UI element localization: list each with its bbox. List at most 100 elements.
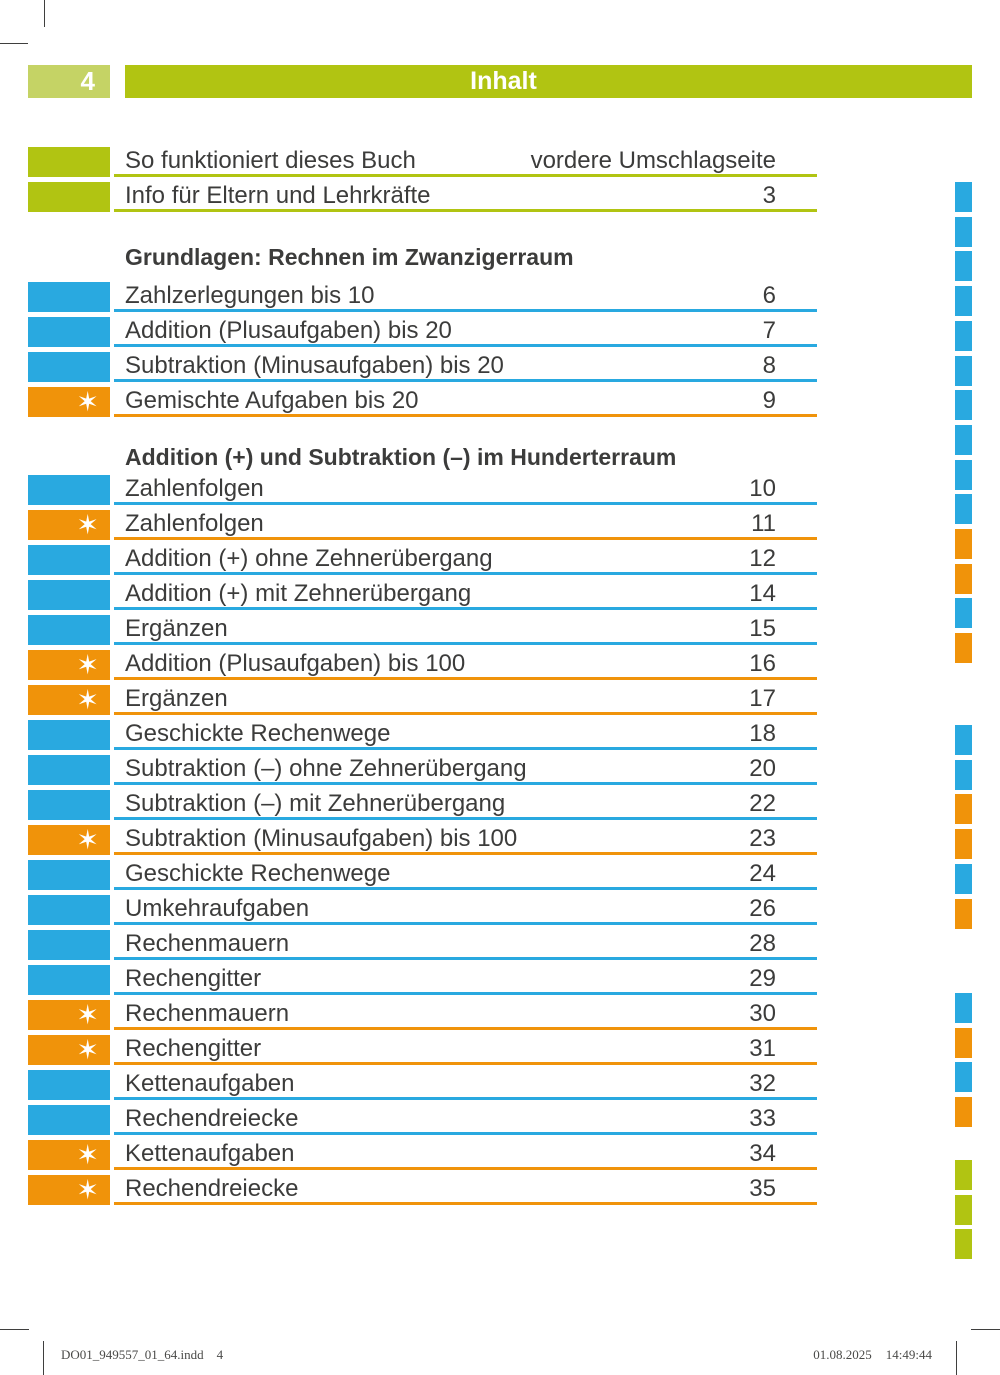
row-marker: [28, 755, 110, 785]
page-title: Inhalt: [470, 67, 537, 95]
toc-row: ✶ Rechengitter 31: [28, 1035, 817, 1070]
toc-entry-label: Subtraktion (Minusaufgaben) bis 100: [125, 824, 518, 852]
edge-tab-orange: [955, 829, 972, 859]
toc-entry-page: 17: [749, 684, 776, 712]
edge-tab-blue: [955, 760, 972, 790]
toc-row: Rechengitter 29: [28, 965, 817, 1000]
toc-entry-page: 23: [749, 824, 776, 852]
toc-entry: Ergänzen 17: [114, 685, 817, 715]
toc-row: ✶ Ergänzen 17: [28, 685, 817, 720]
row-marker: [28, 1070, 110, 1100]
edge-tab-green: [955, 1229, 972, 1259]
toc-section: Addition (+) und Subtraktion (–) im Hund…: [28, 440, 817, 1210]
edge-tab-orange: [955, 1028, 972, 1058]
toc-entry: Rechendreiecke 35: [114, 1175, 817, 1205]
row-marker: [28, 317, 110, 347]
section-heading: Grundlagen: Rechnen im Zwanzigerraum: [125, 244, 574, 270]
row-marker: [28, 790, 110, 820]
edge-tab-blue: [955, 993, 972, 1023]
edge-tab-blue: [955, 217, 972, 247]
toc-entry-label: Kettenaufgaben: [125, 1139, 295, 1167]
toc-entry-page: 3: [762, 181, 776, 209]
crop-mark-top-left-horizontal: [0, 43, 28, 44]
edge-tab-blue: [955, 725, 972, 755]
toc-row: Addition (+) ohne Zehnerübergang 12: [28, 545, 817, 580]
row-marker-star: ✶: [28, 1175, 110, 1205]
edge-tab-orange: [955, 633, 972, 663]
toc-entry-page: 6: [762, 281, 776, 309]
edge-tab-blue: [955, 598, 972, 628]
toc-entry-label: Kettenaufgaben: [125, 1069, 295, 1097]
row-marker: [28, 147, 110, 177]
page-title-bar: Inhalt: [125, 65, 972, 98]
row-marker-star: ✶: [28, 387, 110, 417]
edge-tab-blue: [955, 494, 972, 524]
row-marker: [28, 895, 110, 925]
row-marker: [28, 545, 110, 575]
edge-tab-blue: [955, 182, 972, 212]
toc-entry-page: 33: [749, 1104, 776, 1132]
toc-entry-label: Ergänzen: [125, 614, 228, 642]
toc-entry-label: Geschickte Rechenwege: [125, 859, 391, 887]
star-icon: ✶: [76, 510, 99, 540]
crop-mark-bottom-right-vertical: [956, 1341, 957, 1375]
toc-entry-label: Subtraktion (Minusaufgaben) bis 20: [125, 351, 504, 379]
toc-row: Rechenmauern 28: [28, 930, 817, 965]
row-marker: [28, 860, 110, 890]
toc-entry-label: Addition (+) mit Zehnerübergang: [125, 579, 472, 607]
edge-tab-orange: [955, 794, 972, 824]
toc-entry: Geschickte Rechenwege 24: [114, 860, 817, 890]
toc-entry: Rechenmauern 30: [114, 1000, 817, 1030]
toc-row: Subtraktion (–) mit Zehnerübergang 22: [28, 790, 817, 825]
edge-tab-green: [955, 1160, 972, 1190]
toc-entry-page: 28: [749, 929, 776, 957]
row-marker: [28, 615, 110, 645]
toc-entry-label: Rechendreiecke: [125, 1104, 299, 1132]
toc-row: Info für Eltern und Lehrkräfte 3: [28, 182, 817, 217]
toc-row: ✶ Kettenaufgaben 34: [28, 1140, 817, 1175]
toc-entry: Kettenaufgaben 32: [114, 1070, 817, 1100]
toc-row: ✶ Rechendreiecke 35: [28, 1175, 817, 1210]
toc-row: Zahlzerlegungen bis 10 6: [28, 282, 817, 317]
edge-tab-orange: [955, 529, 972, 559]
toc-entry-page: 29: [749, 964, 776, 992]
toc-entry-label: Rechengitter: [125, 1034, 262, 1062]
row-marker-star: ✶: [28, 1035, 110, 1065]
star-icon: ✶: [76, 685, 99, 715]
toc-row: Subtraktion (–) ohne Zehnerübergang 20: [28, 755, 817, 790]
row-marker-star: ✶: [28, 1000, 110, 1030]
edge-tab-blue: [955, 460, 972, 490]
toc-entry: Subtraktion (–) mit Zehnerübergang 22: [114, 790, 817, 820]
toc-entry-page: 12: [749, 544, 776, 572]
toc-entry: Subtraktion (–) ohne Zehnerübergang 20: [114, 755, 817, 785]
toc-row: ✶ Rechenmauern 30: [28, 1000, 817, 1035]
toc-entry: So funktioniert dieses Buch vordere Umsch…: [114, 147, 817, 177]
footer-time: 14:49:44: [885, 1347, 932, 1362]
toc-entry: Rechengitter 31: [114, 1035, 817, 1065]
toc-entry-page: 30: [749, 999, 776, 1027]
toc-row: Geschickte Rechenwege 24: [28, 860, 817, 895]
row-marker-star: ✶: [28, 510, 110, 540]
row-marker-star: ✶: [28, 685, 110, 715]
edge-tab-blue: [955, 864, 972, 894]
crop-mark-bottom-left-vertical: [43, 1341, 44, 1375]
edge-tab-orange: [955, 1097, 972, 1127]
toc-entry-page: vordere Umschlagseite: [530, 146, 776, 174]
edge-tab-orange: [955, 564, 972, 594]
toc-section: So funktioniert dieses Buch vordere Umsch…: [28, 147, 817, 217]
row-marker-star: ✶: [28, 825, 110, 855]
toc-entry-page: 8: [762, 351, 776, 379]
toc-row: ✶ Addition (Plusaufgaben) bis 100 16: [28, 650, 817, 685]
toc-entry: Addition (+) mit Zehnerübergang 14: [114, 580, 817, 610]
toc-row: Geschickte Rechenwege 18: [28, 720, 817, 755]
toc-entry-page: 22: [749, 789, 776, 817]
toc-entry: Addition (Plusaufgaben) bis 100 16: [114, 650, 817, 680]
edge-tab-blue: [955, 286, 972, 316]
edge-tab-green: [955, 1195, 972, 1225]
toc-entry-label: Umkehraufgaben: [125, 894, 310, 922]
toc-entry: Rechendreiecke 33: [114, 1105, 817, 1135]
footer-timestamp: 01.08.2025 14:49:44: [813, 1347, 932, 1363]
page-number-box: 4: [28, 65, 110, 98]
toc-entry-page: 35: [749, 1174, 776, 1202]
